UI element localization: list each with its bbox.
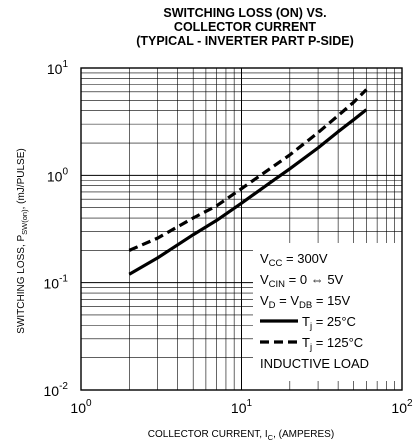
legend-entry-1-part: = 25°C [312,314,356,329]
legend-condition-3-part: = V [276,293,300,308]
y-tick-exponent: 0 [62,166,68,177]
chart-title-line-1: SWITCHING LOSS (ON) VS. [163,6,326,20]
y-tick-base: 10 [47,61,63,77]
y-tick-exponent: -2 [59,381,68,392]
legend-condition-1: VCC = 300V [260,251,328,269]
legend-entry-2-part: T [302,335,310,350]
y-tick-label: 10-1 [44,274,69,292]
y-axis-label-main: SWITCHING LOSS, P [16,234,27,333]
legend-entry-1-part: j [309,321,312,332]
legend-entry-1: Tj = 25°C [302,314,356,332]
legend-entry-2: Tj = 125°C [302,335,363,353]
x-axis-label: COLLECTOR CURRENT, IC, (AMPERES) [148,429,334,442]
series-layer [128,88,368,276]
legend-condition-1-part: = 300V [282,251,328,266]
legend-condition-2: VCIN = 0 ⇔ 5V [260,272,344,290]
legend-condition-1-part: V [260,251,269,266]
legend-condition-2-part: = 0 ⇔ 5V [285,272,343,287]
legend-entry-1-part: T [302,314,310,329]
legend-condition-3-part: DB [299,300,312,311]
x-tick-label: 102 [391,398,413,416]
legend-condition-3-part: V [260,293,269,308]
y-axis-label: SWITCHING LOSS, PSW(on), (mJ/PULSE) [16,148,29,333]
x-tick-exponent: 0 [86,398,92,409]
legend-background [253,243,402,381]
legend-condition-2-part: CIN [269,279,286,290]
series-line-1 [128,108,368,276]
legend-condition-3: VD = VDB = 15V [260,293,351,311]
x-axis-label-rest: , (AMPERES) [273,429,334,440]
y-axis-label-sub: SW(on) [20,209,29,235]
x-tick-base: 10 [231,400,247,416]
legend-entry-2-part: j [309,342,312,353]
y-axis-label-rest: , (mJ/PULSE) [16,148,27,209]
x-tick-exponent: 1 [247,398,253,409]
y-tick-base: 10 [47,168,63,184]
legend-condition-1-part: CC [269,258,283,269]
x-axis-label-sub: C [268,433,274,442]
x-tick-exponent: 2 [407,398,413,409]
y-tick-label: 10-2 [44,381,69,399]
chart-title-line-2: COLLECTOR CURRENT [174,20,316,34]
legend-condition-2-part: V [260,272,269,287]
y-tick-label: 100 [47,166,69,184]
y-tick-base: 10 [44,276,60,292]
x-tick-base: 10 [391,400,407,416]
x-axis-label-main: COLLECTOR CURRENT, I [148,429,268,440]
x-tick-label: 101 [231,398,253,416]
x-tick-base: 10 [70,400,86,416]
series-line-2 [128,88,368,252]
y-tick-base: 10 [44,383,60,399]
chart-title-line-3: (TYPICAL - INVERTER PART P-SIDE) [136,34,354,48]
legend-condition-3-part: D [269,300,276,311]
y-tick-label: 101 [47,59,69,77]
x-tick-label: 100 [70,398,92,416]
legend-condition-3-part: = 15V [312,293,350,308]
chart-title: SWITCHING LOSS (ON) VS. COLLECTOR CURREN… [136,6,354,48]
legend-footer-note: INDUCTIVE LOAD [260,356,369,371]
legend-entry-2-part: = 125°C [312,335,363,350]
y-tick-exponent: -1 [59,274,68,285]
y-tick-exponent: 1 [62,59,68,70]
plot-frame [80,67,403,391]
